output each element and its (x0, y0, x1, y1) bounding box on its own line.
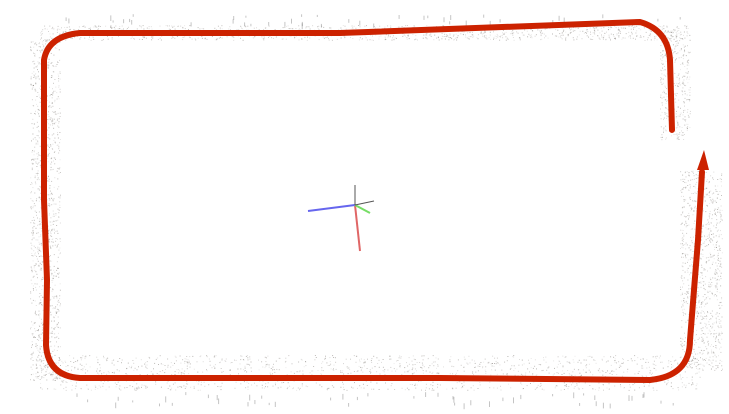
axis-z-line (307, 204, 356, 212)
axis-x-line (354, 204, 361, 252)
camera-trajectory (41, 19, 705, 383)
origin-axes-gizmo (307, 185, 375, 252)
axis-w2-line (354, 200, 375, 206)
trajectory-end-arrow (697, 150, 709, 170)
axis-y-line (354, 204, 371, 214)
